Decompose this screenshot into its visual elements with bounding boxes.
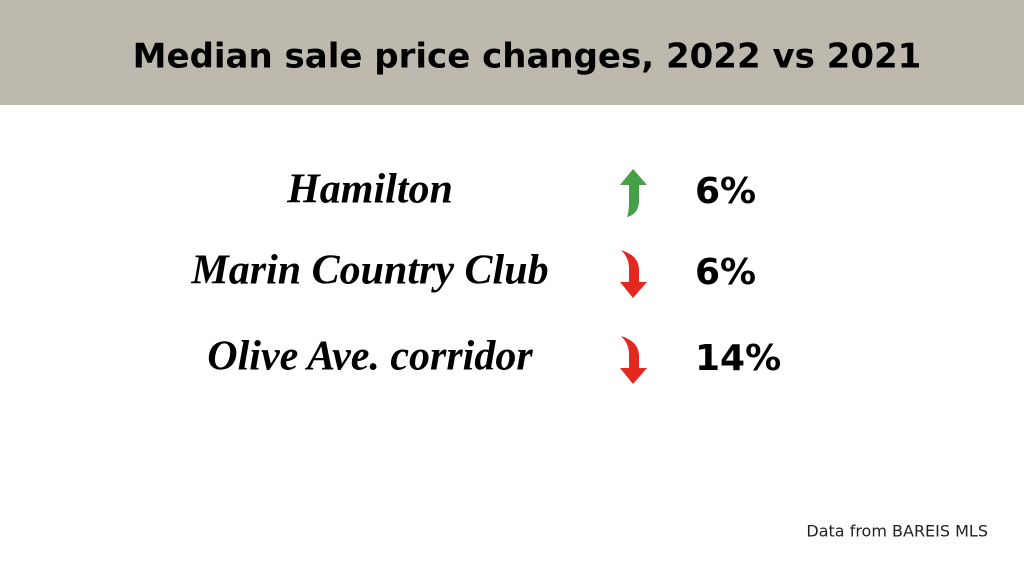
title: Median sale price changes, 2022 vs 2021 bbox=[133, 37, 922, 77]
location-name: Marin Country Club bbox=[190, 248, 548, 294]
trend-arrow bbox=[620, 169, 647, 217]
location-name: Olive Ave. corridor bbox=[207, 334, 533, 380]
price-change: 6% bbox=[695, 171, 756, 212]
header-band bbox=[0, 0, 1024, 105]
trend-arrow bbox=[620, 250, 647, 298]
rows: Hamilton 6% Marin Country Club 6% Olive Ave.… bbox=[190, 167, 781, 384]
location-name: Hamilton bbox=[286, 167, 453, 213]
source-note: Data from BAREIS MLS bbox=[806, 522, 988, 541]
price-change: 6% bbox=[695, 252, 756, 293]
trend-arrow bbox=[620, 336, 647, 384]
price-change: 14% bbox=[695, 338, 781, 379]
